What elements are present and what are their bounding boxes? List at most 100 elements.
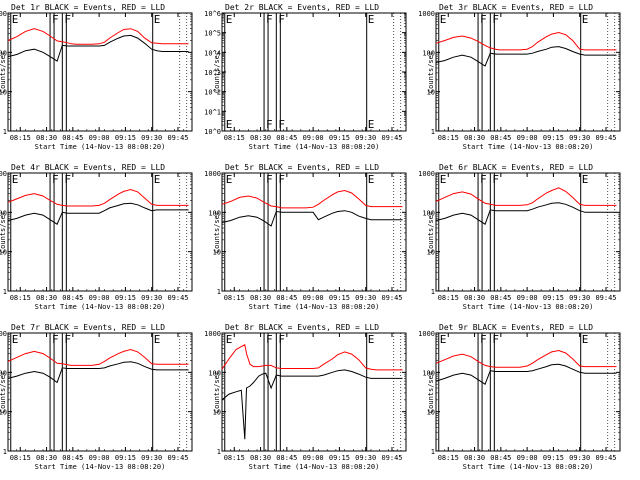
y-tick-label: 100 [0, 49, 7, 57]
y-tick-label: 10^0 [204, 128, 221, 136]
detector-panel: Det 6r BLACK = Events, RED = LLD 1 10 100 10… [418, 163, 621, 311]
event-marker-label: F [492, 13, 499, 26]
events-series-line [7, 361, 189, 384]
x-tick-label: 08:45 [490, 294, 511, 302]
x-tick-label: 08:45 [490, 454, 511, 462]
x-tick-label: 08:30 [250, 294, 271, 302]
event-marker-label: F [64, 173, 71, 186]
event-marker-label: F [64, 333, 71, 346]
detector-panel: Det 5r BLACK = Events, RED = LLD 1 10 100 10… [204, 163, 407, 311]
event-marker-label: E [226, 173, 233, 186]
x-tick-label: 09:30 [141, 294, 162, 302]
y-tick-label: 1 [3, 288, 7, 296]
event-marker-label: F [266, 173, 273, 186]
y-axis-title: Counts/sec [213, 51, 221, 93]
x-tick-label: 09:00 [517, 134, 538, 142]
event-marker-label: E [154, 173, 161, 186]
y-tick-label: 10 [213, 249, 221, 257]
y-tick-label: 1 [3, 128, 7, 136]
y-axis-title: Counts/sec [0, 371, 7, 413]
x-tick-label: 09:45 [381, 134, 402, 142]
event-marker-label: E [154, 333, 161, 346]
x-tick-label: 08:45 [276, 294, 297, 302]
y-tick-label: 1000 [204, 170, 221, 178]
event-marker-label: E [582, 13, 589, 26]
x-tick-label: 09:15 [329, 134, 350, 142]
x-axis-title: Start Time (14-Nov-13 08:08:20) [249, 143, 380, 151]
x-tick-label: 08:30 [464, 454, 485, 462]
event-marker-label: F [278, 118, 285, 131]
plot-frame [435, 12, 621, 132]
x-tick-label: 09:30 [569, 294, 590, 302]
event-marker-label: E [12, 13, 19, 26]
lld-series-line [7, 28, 189, 45]
x-tick-label: 08:15 [438, 134, 459, 142]
event-marker-label: E [368, 118, 375, 131]
lld-series-line [7, 348, 189, 366]
y-tick-label: 100 [0, 209, 7, 217]
panel-title: Det 5r BLACK = Events, RED = LLD [225, 163, 379, 172]
events-series-line [435, 363, 617, 385]
x-axis-title: Start Time (14-Nov-13 08:08:20) [463, 303, 594, 311]
x-axis-title: Start Time (14-Nov-13 08:08:20) [463, 463, 594, 471]
y-tick-label: 1 [431, 448, 435, 456]
x-tick-label: 09:00 [517, 294, 538, 302]
lld-series-line [7, 188, 189, 207]
x-tick-label: 09:15 [543, 294, 564, 302]
panel-title: Det 8r BLACK = Events, RED = LLD [225, 323, 379, 332]
events-series-line [7, 34, 189, 62]
y-tick-label: 100 [208, 209, 221, 217]
event-marker-label: E [582, 173, 589, 186]
event-marker-label: F [278, 13, 285, 26]
y-tick-label: 10 [427, 89, 435, 97]
x-tick-label: 08:15 [10, 454, 31, 462]
event-marker-label: E [226, 13, 233, 26]
x-tick-label: 09:45 [595, 454, 616, 462]
x-tick-label: 08:30 [36, 134, 57, 142]
event-marker-label: F [52, 13, 59, 26]
x-tick-label: 09:00 [89, 134, 110, 142]
x-tick-label: 09:45 [167, 454, 188, 462]
event-marker-label: E [582, 333, 589, 346]
x-tick-label: 09:30 [355, 294, 376, 302]
y-tick-label: 10^5 [204, 30, 221, 38]
y-tick-label: 100 [422, 209, 435, 217]
y-axis-title: Counts/sec [427, 51, 435, 93]
event-marker-label: E [368, 13, 375, 26]
event-marker-label: F [278, 173, 285, 186]
events-series-line [7, 202, 189, 225]
x-tick-label: 08:15 [224, 294, 245, 302]
x-tick-label: 08:15 [224, 454, 245, 462]
y-tick-label: 1000 [418, 10, 435, 18]
panel-title: Det 6r BLACK = Events, RED = LLD [439, 163, 593, 172]
x-tick-label: 09:00 [89, 294, 110, 302]
panel-title: Det 1r BLACK = Events, RED = LLD [11, 3, 165, 12]
x-tick-label: 08:45 [62, 454, 83, 462]
x-tick-label: 08:30 [464, 294, 485, 302]
y-tick-label: 100 [0, 369, 7, 377]
panel-title: Det 2r BLACK = Events, RED = LLD [225, 3, 379, 12]
y-tick-label: 10^1 [204, 108, 221, 116]
y-tick-label: 10 [427, 249, 435, 257]
x-tick-label: 08:45 [276, 454, 297, 462]
y-axis-title: Counts/sec [427, 211, 435, 253]
x-tick-label: 09:45 [167, 134, 188, 142]
x-tick-label: 09:30 [141, 454, 162, 462]
plot-frame [7, 332, 193, 452]
event-marker-label: F [52, 173, 59, 186]
x-tick-label: 09:15 [115, 134, 136, 142]
event-marker-label: F [266, 118, 273, 131]
event-marker-label: F [480, 173, 487, 186]
detector-panel: Det 3r BLACK = Events, RED = LLD 1 10 100 10… [418, 3, 621, 151]
x-tick-label: 09:45 [381, 294, 402, 302]
x-tick-label: 08:30 [250, 134, 271, 142]
event-marker-label: F [266, 13, 273, 26]
y-axis-title: Counts/sec [213, 371, 221, 413]
x-tick-label: 08:45 [62, 134, 83, 142]
x-axis-title: Start Time (14-Nov-13 08:08:20) [249, 303, 380, 311]
x-tick-label: 09:30 [355, 454, 376, 462]
panel-title: Det 4r BLACK = Events, RED = LLD [11, 163, 165, 172]
event-marker-label: E [226, 333, 233, 346]
x-axis-title: Start Time (14-Nov-13 08:08:20) [463, 143, 594, 151]
